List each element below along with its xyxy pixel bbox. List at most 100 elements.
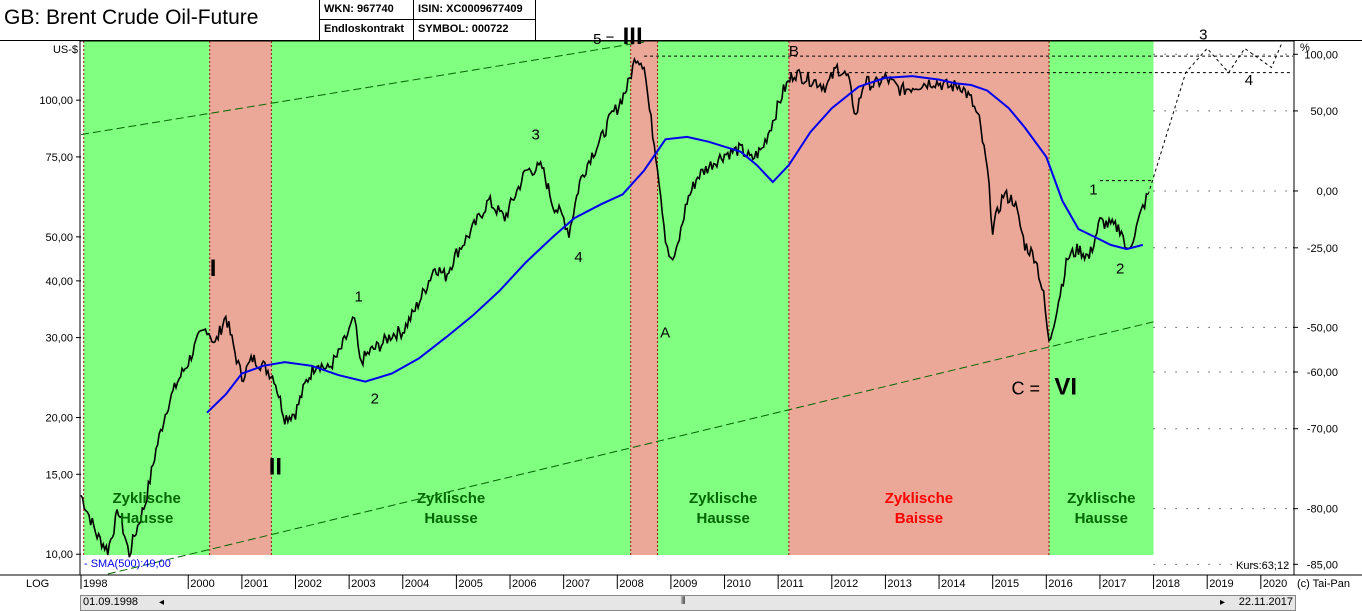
- wave-label: 2: [371, 390, 379, 407]
- copyright-label: (c) Tai-Pan: [1297, 578, 1350, 590]
- log-scale-toggle[interactable]: LOG: [26, 578, 50, 590]
- zone-hausse: [83, 41, 210, 555]
- trend-lines: [80, 41, 1154, 575]
- scroll-left-icon[interactable]: ◂: [159, 597, 165, 608]
- zone-label: Zyklische: [689, 490, 757, 507]
- start-date: 01.09.1998: [83, 596, 139, 608]
- zone-baisse: [788, 41, 1049, 555]
- x-tick-label: 2012: [834, 578, 858, 590]
- x-axis: 1998 2000 2001 2002 2003 2004 2005 2006 2007 2008…: [0, 574, 1362, 590]
- wave-label: 4: [574, 249, 582, 266]
- end-date: 22.11.2017: [1238, 596, 1293, 608]
- zone-label: Hausse: [120, 510, 173, 527]
- x-tick-label: 2010: [727, 578, 751, 590]
- dotted-levels: [644, 53, 1293, 565]
- wave-label: 1: [1089, 181, 1097, 198]
- zone-label: Hausse: [1075, 510, 1128, 527]
- wave-label: B: [789, 43, 799, 60]
- right-tick-label: -50,00: [1307, 322, 1338, 334]
- scroll-thumb-grip-icon[interactable]: ⦀: [681, 596, 686, 607]
- scroll-right-icon[interactable]: ▸: [1219, 597, 1225, 608]
- wave-label: VI: [1054, 373, 1077, 400]
- time-scrollbar[interactable]: 01.09.1998 ◂ ⦀ ▸ 22.11.2017: [80, 595, 1296, 611]
- x-tick-label: 2004: [405, 578, 429, 590]
- left-tick-label: 100,00: [39, 95, 73, 107]
- sma-series: [206, 75, 1144, 414]
- wave-label: 1: [355, 289, 363, 306]
- right-tick-label: 0,00: [1317, 186, 1338, 198]
- x-tick-label: 2009: [673, 578, 697, 590]
- left-tick-label: 10,00: [45, 549, 73, 561]
- zone-label: Zyklische: [1067, 490, 1135, 507]
- x-tick-label: 2013: [887, 578, 911, 590]
- right-tick-label: -85,00: [1307, 559, 1338, 571]
- header-divider: [319, 19, 535, 20]
- chart-header: GB: Brent Crude Oil-Future WKN: 967740 E…: [0, 0, 1362, 41]
- x-tick-label: 2018: [1156, 578, 1180, 590]
- projection-line: [1147, 41, 1283, 195]
- wave-label: C =: [1011, 378, 1040, 398]
- left-tick-label: 15,00: [45, 469, 73, 481]
- x-tick-label: 2011: [780, 578, 804, 590]
- right-tick-label: 50,00: [1310, 106, 1338, 118]
- left-axis: 10,00 15,00 20,00 30,00 40,00 50,00 75,00 100,0…: [39, 95, 81, 561]
- right-tick-label: 100,00: [1304, 49, 1338, 61]
- left-tick-label: 75,00: [45, 152, 73, 164]
- x-tick-label: 2015: [995, 578, 1019, 590]
- x-tick-label: 1998: [83, 578, 107, 590]
- left-tick-label: 30,00: [45, 333, 73, 345]
- wave-label: 3: [1199, 27, 1207, 44]
- left-tick-label: 50,00: [45, 232, 73, 244]
- x-tick-label: 2006: [512, 578, 536, 590]
- wave-label: 5 =: [593, 31, 615, 48]
- x-tick-label: 2005: [458, 578, 482, 590]
- right-tick-label: -80,00: [1307, 504, 1338, 516]
- header-divider: [413, 0, 414, 40]
- wave-label: II: [269, 453, 282, 480]
- x-tick-label: 2000: [190, 578, 214, 590]
- wkn-label: WKN: 967740: [324, 3, 394, 15]
- zone-labels: Zyklische Hausse Zyklische Hausse Zyklische H…: [113, 490, 1136, 527]
- wave-label: 3: [531, 126, 539, 143]
- right-axis-unit: %: [1300, 42, 1310, 54]
- wave-label: III: [623, 23, 643, 50]
- left-tick-label: 20,00: [45, 413, 73, 425]
- wave-label: 4: [1245, 72, 1253, 89]
- right-tick-label: -60,00: [1307, 367, 1338, 379]
- x-tick-label: 2001: [244, 578, 268, 590]
- wave-label: I: [210, 255, 217, 282]
- right-tick-label: -70,00: [1307, 424, 1338, 436]
- sma-legend: - SMA(500):49,00: [84, 558, 171, 570]
- header-divider: [319, 0, 320, 40]
- x-tick-label: 2008: [619, 578, 643, 590]
- zone-label: Hausse: [424, 510, 477, 527]
- left-tick-label: 40,00: [45, 276, 73, 288]
- header-divider: [535, 0, 536, 40]
- zone-baisse: [209, 41, 272, 555]
- symbol-label: SYMBOL: 000722: [418, 23, 509, 35]
- zone-baisse: [630, 41, 658, 555]
- left-axis-unit: US-$: [53, 44, 78, 56]
- trend-line: [80, 41, 645, 136]
- zone-label: Zyklische: [113, 490, 181, 507]
- zone-label: Zyklische: [417, 490, 485, 507]
- zone-hausse: [657, 41, 789, 555]
- x-tick-label: 2007: [566, 578, 590, 590]
- x-tick-label: 2003: [351, 578, 375, 590]
- isin-label: ISIN: XC0009677409: [418, 3, 523, 15]
- right-axis: 100,00 50,00 0,00 -25,00 -50,00 -60,00 -70,00 -…: [1293, 49, 1338, 571]
- right-tick-label: -25,00: [1307, 243, 1338, 255]
- zone-label: Zyklische: [885, 490, 953, 507]
- x-tick-label: 2019: [1209, 578, 1233, 590]
- x-tick-label: 2017: [1102, 578, 1126, 590]
- zone-hausse: [271, 41, 631, 555]
- zone-label: Hausse: [697, 510, 750, 527]
- x-tick-label: 2002: [298, 578, 322, 590]
- zone-hausse: [1048, 41, 1154, 555]
- wave-label: 2: [1116, 261, 1124, 278]
- x-tick-label: 2020: [1263, 578, 1287, 590]
- contract-label: Endloskontrakt: [324, 23, 405, 35]
- x-tick-label: 2014: [941, 578, 965, 590]
